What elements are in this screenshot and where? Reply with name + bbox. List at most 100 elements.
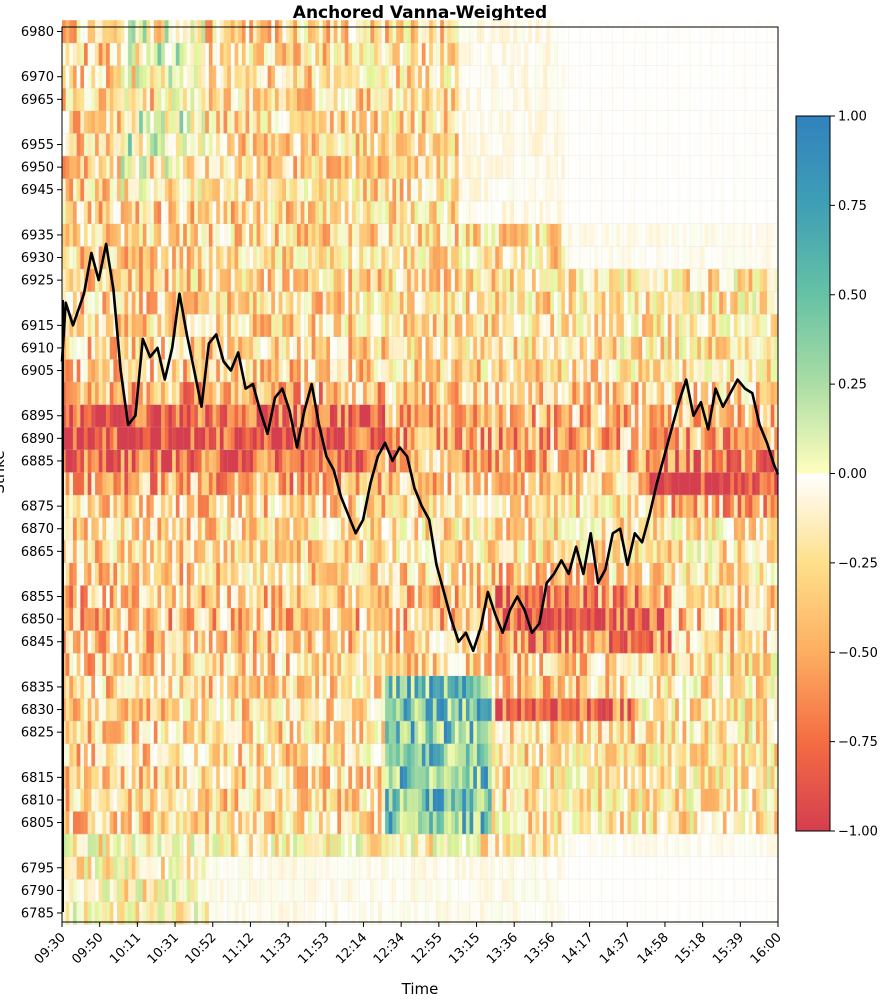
heatmap-cell [704,540,709,563]
heatmap-cell [241,494,246,518]
heatmap-cell [385,562,390,586]
heatmap-cell [722,879,727,902]
heatmap-cell [190,630,195,654]
heatmap-cell [763,585,768,609]
heatmap-cell [432,585,437,609]
heatmap-cell [172,449,177,473]
heatmap-cell [719,540,724,563]
heatmap-cell [256,540,261,563]
heatmap-cell [730,653,735,676]
heatmap-cell [550,381,555,405]
heatmap-cell [671,562,676,586]
heatmap-cell [274,585,280,609]
heatmap-cell [414,540,419,563]
heatmap-cell [634,879,639,902]
heatmap-cell [726,472,731,496]
heatmap-cell [352,675,357,699]
heatmap-cell [649,517,654,541]
heatmap-cell [583,811,588,835]
heatmap-cell [142,879,147,902]
heatmap-cell [102,698,107,722]
heatmap-cell [76,833,81,857]
heatmap-cell [697,879,702,902]
heatmap-cell [153,675,158,699]
heatmap-cell [274,811,280,835]
heatmap-cell [249,517,254,541]
heatmap-cell [106,540,111,563]
heatmap-cell [682,901,687,925]
heatmap-cell [576,494,581,518]
heatmap-cell [73,359,78,383]
heatmap-cell [146,517,151,541]
heatmap-cell [686,811,691,835]
heatmap-cell [766,494,772,518]
heatmap-cell [341,404,346,428]
heatmap-cell [517,630,522,654]
heatmap-cell [451,675,456,699]
heatmap-cell [645,404,650,428]
heatmap-cell [377,449,382,473]
heatmap-cell [443,427,448,450]
heatmap-cell [550,517,555,541]
heatmap-cell [308,336,313,360]
heatmap-cell [678,449,683,473]
heatmap-cell [326,811,331,835]
heatmap-cell [700,653,705,676]
heatmap-cell [179,653,184,676]
heatmap-cell [142,833,147,857]
heatmap-cell [458,607,463,631]
heatmap-cell [102,901,107,925]
heatmap-cell [605,811,610,835]
heatmap-cell [267,766,272,789]
heatmap-cell [388,833,393,857]
heatmap-cell [704,856,709,880]
heatmap-cell [157,540,162,563]
heatmap-cell [443,517,448,541]
heatmap-cell [429,788,434,812]
heatmap-cell [462,585,467,609]
heatmap-cell [722,472,727,496]
heatmap-cell [565,720,570,744]
heatmap-cell [278,788,283,812]
heatmap-cell [531,743,537,767]
heatmap-cell [282,359,287,383]
heatmap-cell [385,653,390,676]
heatmap-cell [120,653,125,676]
heatmap-cell [168,517,173,541]
heatmap-cell [726,562,731,586]
heatmap-cell [392,766,397,789]
heatmap-cell [333,901,338,925]
heatmap-cell [579,856,584,880]
heatmap-cell [642,449,647,473]
heatmap-cell [414,720,419,744]
heatmap-cell [234,404,239,428]
heatmap-cell [704,788,709,812]
heatmap-cell [693,449,698,473]
heatmap-cell [131,562,136,586]
heatmap-cell [333,585,338,609]
heatmap-cell [487,517,492,541]
heatmap-cell [579,494,584,518]
heatmap-cell [649,427,654,450]
heatmap-cell [194,381,199,405]
heatmap-cell [106,833,111,857]
heatmap-cell [388,630,393,654]
heatmap-cell [704,675,709,699]
heatmap-cell [348,404,353,428]
heatmap-cell [587,788,592,812]
heatmap-cell [392,743,397,767]
heatmap-cell [583,788,588,812]
heatmap-cell [531,472,537,496]
heatmap-cell [656,833,661,857]
heatmap-cell [161,404,166,428]
heatmap-cell [697,449,702,473]
heatmap-cell [175,585,180,609]
heatmap-cell [546,427,551,450]
heatmap-cell [653,540,658,563]
heatmap-cell [711,630,716,654]
heatmap-cell [700,698,705,722]
heatmap-cell [671,856,676,880]
heatmap-cell [194,494,199,518]
heatmap-cell [238,675,243,699]
heatmap-cell [524,675,529,699]
